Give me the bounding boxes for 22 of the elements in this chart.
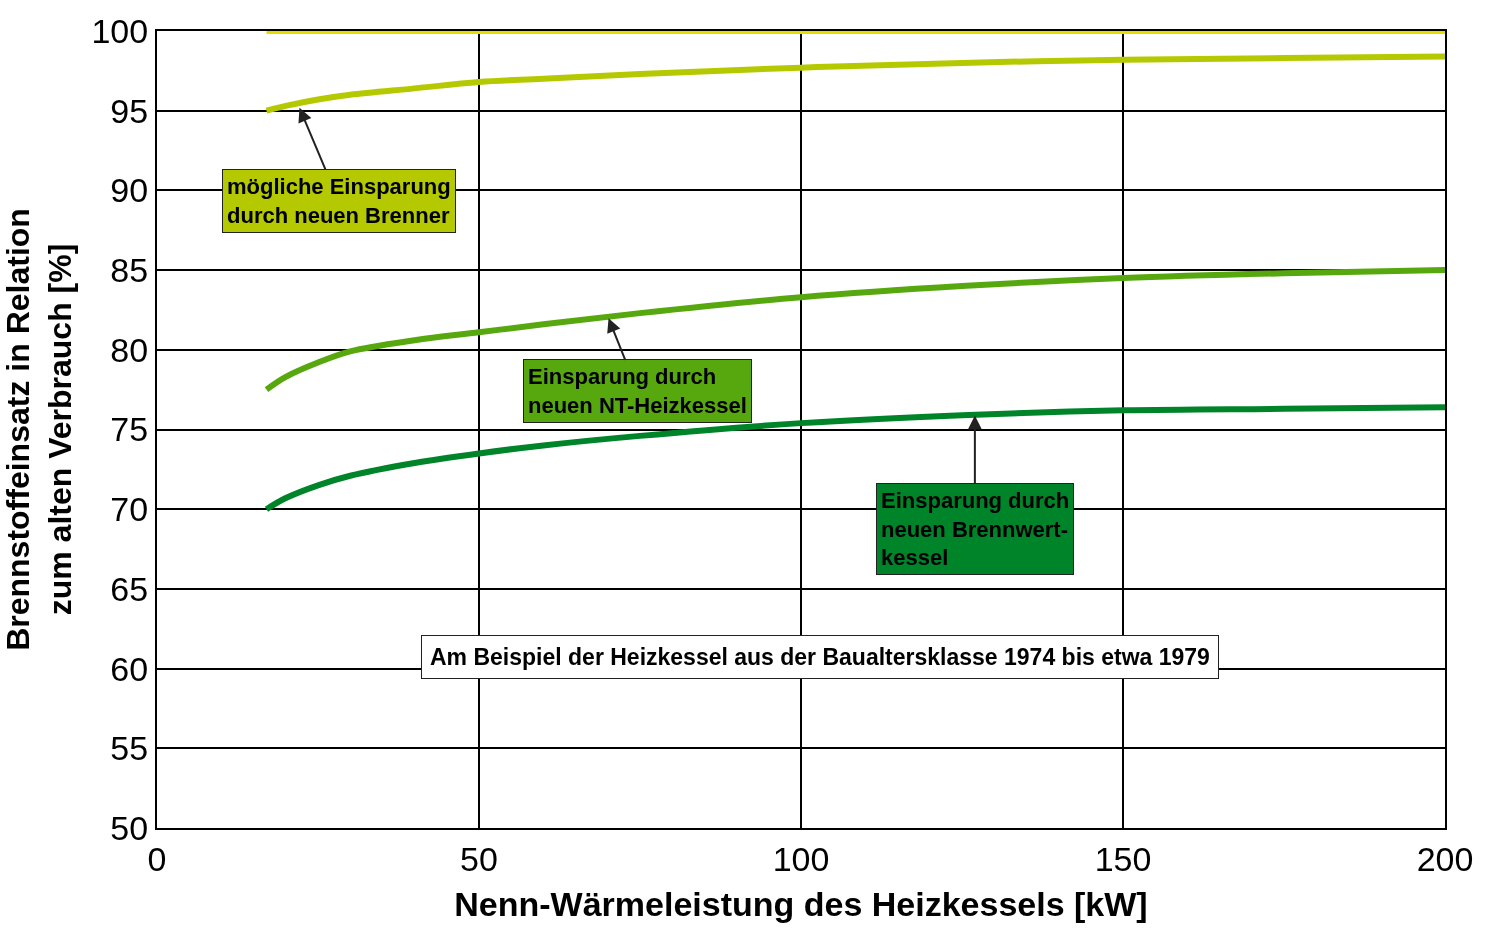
y-tick-label: 85 [110,251,149,289]
y-tick-label: 75 [110,410,149,449]
y-tick-label: 70 [110,490,149,529]
annotation: mögliche Einsparung durch neuen Brenner [227,174,451,228]
y-tick-label: 100 [91,11,149,50]
x-tick-label: 0 [147,839,167,878]
y-tick-label: 95 [110,91,149,130]
y-tick-label: 80 [110,330,149,369]
annotation: Am Beispiel der Heizkessel aus der Baualtersklasse 1974 bis etwa 1979 [430,644,1210,670]
y-tick-label: 50 [110,808,149,847]
x-axis-title: Nenn-Wärmeleistung des Heizkessels [kW] [454,884,1148,923]
x-tick-label: 100 [772,839,830,878]
y-tick-label: 65 [110,569,149,608]
y-tick-label: 55 [110,729,149,768]
x-tick-label: 50 [460,839,498,878]
annotation: Einsparung durch neuen NT-Heizkessel [528,364,747,418]
y-tick-label: 60 [110,649,149,688]
y-axis-title: Brennstoffeinsatz in Relation zum alten Verbrauch [%] [0,208,78,651]
annotation: Einsparung durch neuen Brennwert- kessel [881,488,1070,571]
y-tick-label: 90 [110,171,149,210]
x-tick-label: 150 [1094,839,1152,878]
x-tick-label: 200 [1416,839,1474,878]
